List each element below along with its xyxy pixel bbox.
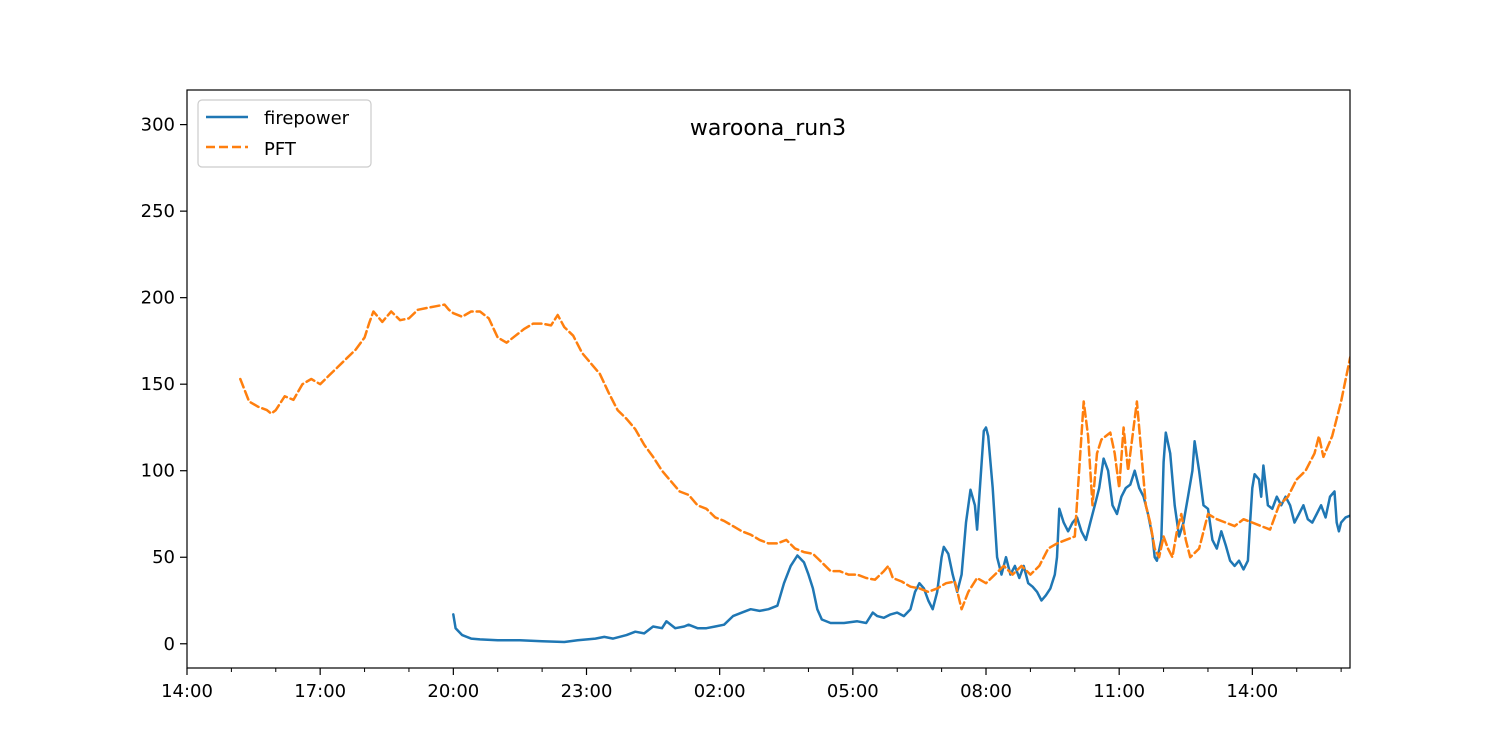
series-line-firepower <box>452 426 1350 644</box>
legend-label-firepower: firepower <box>264 108 350 129</box>
x-tick-label: 14:00 <box>161 681 213 702</box>
y-tick-label: 200 <box>141 288 175 309</box>
y-tick-label: 50 <box>152 547 175 568</box>
x-tick-label: 11:00 <box>1093 681 1145 702</box>
x-tick-label: 02:00 <box>694 681 746 702</box>
x-tick-label: 20:00 <box>427 681 479 702</box>
series-line-pft <box>239 303 1350 611</box>
y-tick-label: 250 <box>141 201 175 222</box>
chart-title: waroona_run3 <box>690 116 846 141</box>
y-tick-label: 300 <box>141 115 175 136</box>
legend: firepower PFT <box>197 99 372 168</box>
plot-lines <box>239 303 1350 644</box>
x-tick-label: 14:00 <box>1226 681 1278 702</box>
y-tick-label: 150 <box>141 374 175 395</box>
x-axis: 14:00 17:00 20:00 23:00 02:00 05:00 08:00 11:00… <box>161 668 1342 702</box>
y-axis: 0 50 100 150 200 250 300 <box>141 115 187 655</box>
x-tick-label: 08:00 <box>960 681 1012 702</box>
y-tick-label: 100 <box>141 461 175 482</box>
plot-frame <box>186 89 1351 669</box>
y-tick-label: 0 <box>164 634 175 655</box>
legend-label-pft: PFT <box>264 139 297 160</box>
x-tick-label: 17:00 <box>294 681 346 702</box>
x-tick-label: 05:00 <box>827 681 879 702</box>
x-tick-label: 23:00 <box>561 681 613 702</box>
